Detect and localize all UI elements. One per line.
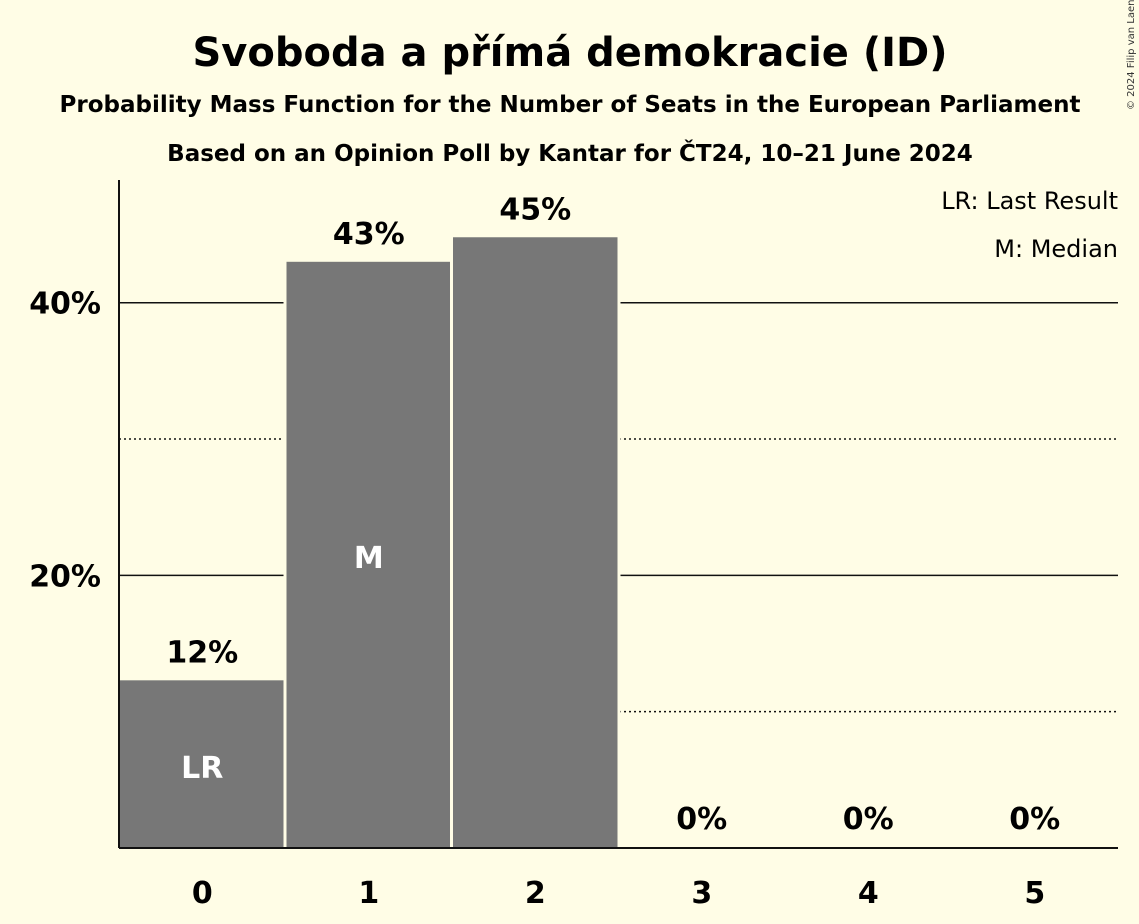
value-label: 43%: [333, 217, 405, 252]
chart-title: Svoboda a přímá demokracie (ID): [193, 30, 948, 76]
bar: [286, 261, 451, 849]
bars: [116, 234, 621, 849]
value-label: 0%: [1009, 802, 1060, 837]
x-tick-label: 0: [192, 876, 213, 911]
y-tick-label: 20%: [29, 559, 101, 594]
data-labels: 12% LR 43% M 45% 0% 0% 0%: [166, 192, 1060, 837]
x-tick-label: 4: [858, 876, 879, 911]
x-tick-label: 5: [1024, 876, 1045, 911]
x-tick-label: 1: [358, 876, 379, 911]
value-label: 0%: [676, 802, 727, 837]
copyright-note: © 2024 Filip van Laenen: [1126, 0, 1137, 110]
bar-marker-label: M: [354, 541, 384, 576]
bar: [119, 680, 285, 848]
chart-subtitle-source: Based on an Opinion Poll by Kantar for Č…: [167, 139, 973, 167]
y-tick-label: 40%: [29, 287, 101, 322]
bar-marker-label: LR: [181, 751, 223, 786]
x-tick-label: 3: [691, 876, 712, 911]
value-label: 12%: [166, 635, 238, 670]
legend-median: M: Median: [994, 235, 1118, 263]
bar: [453, 237, 618, 848]
value-label: 45%: [499, 192, 571, 227]
value-label: 0%: [843, 802, 894, 837]
x-tick-label: 2: [525, 876, 546, 911]
chart-subtitle: Probability Mass Function for the Number…: [60, 92, 1081, 118]
legend-last-result: LR: Last Result: [941, 187, 1118, 215]
axes: 20% 40% 0 1 2 3 4 5: [29, 180, 1118, 911]
